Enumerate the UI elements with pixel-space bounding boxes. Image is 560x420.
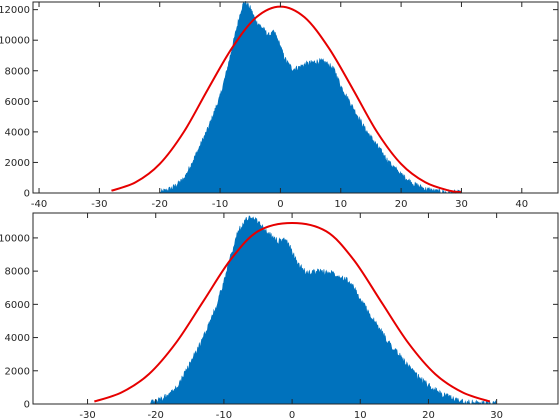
chart-panel-2: -30 -20 -10 0 10 20 30 0 2000 4000 6000 8000 10000 bbox=[0, 212, 559, 420]
chart-panel-1: -40 -30 -20 -10 0 10 20 30 40 0 2000 4000 6000 8000 10… bbox=[0, 0, 559, 210]
x-tick-label: 10 bbox=[354, 410, 367, 420]
x-tick-label: 40 bbox=[515, 199, 528, 210]
y-tick-label: 2000 bbox=[5, 158, 30, 169]
y-tick-label: 10000 bbox=[0, 233, 30, 244]
y-tick-label: 10000 bbox=[0, 36, 30, 47]
x-tick-label: 10 bbox=[334, 199, 347, 210]
x-tick-label: 20 bbox=[395, 199, 408, 210]
y-tick-label: 0 bbox=[24, 189, 30, 200]
fit-curve bbox=[111, 5, 462, 194]
y-tick-label: 4000 bbox=[5, 333, 30, 344]
x-tick-label: -10 bbox=[212, 199, 228, 210]
y-tick-label: 8000 bbox=[5, 267, 30, 278]
x-tick-label: 20 bbox=[422, 410, 435, 420]
x-tick-label: -40 bbox=[31, 199, 47, 210]
y-tick-label: 2000 bbox=[5, 366, 30, 377]
x-tick-label: -10 bbox=[216, 410, 232, 420]
y-tick-label: 6000 bbox=[5, 97, 30, 108]
x-tick-label: -30 bbox=[91, 199, 107, 210]
x-tick-label: -20 bbox=[152, 199, 168, 210]
x-tick-label: 0 bbox=[289, 410, 295, 420]
y-tick-label: 12000 bbox=[0, 5, 30, 16]
y-tick-label: 6000 bbox=[5, 300, 30, 311]
x-tick-label: 0 bbox=[277, 199, 283, 210]
histogram-bars bbox=[159, 0, 462, 194]
y-tick-label: 8000 bbox=[5, 66, 30, 77]
fit-curve bbox=[94, 221, 491, 403]
histogram-bars bbox=[148, 215, 497, 406]
y-tick-label: 4000 bbox=[5, 127, 30, 138]
axes-box bbox=[32, 1, 559, 194]
x-tick-label: -20 bbox=[148, 410, 164, 420]
x-tick-label: 30 bbox=[455, 199, 468, 210]
x-tick-label: -30 bbox=[79, 410, 95, 420]
x-tick-label: 30 bbox=[490, 410, 503, 420]
y-tick-label: 0 bbox=[24, 400, 30, 411]
axes-box bbox=[32, 212, 559, 405]
